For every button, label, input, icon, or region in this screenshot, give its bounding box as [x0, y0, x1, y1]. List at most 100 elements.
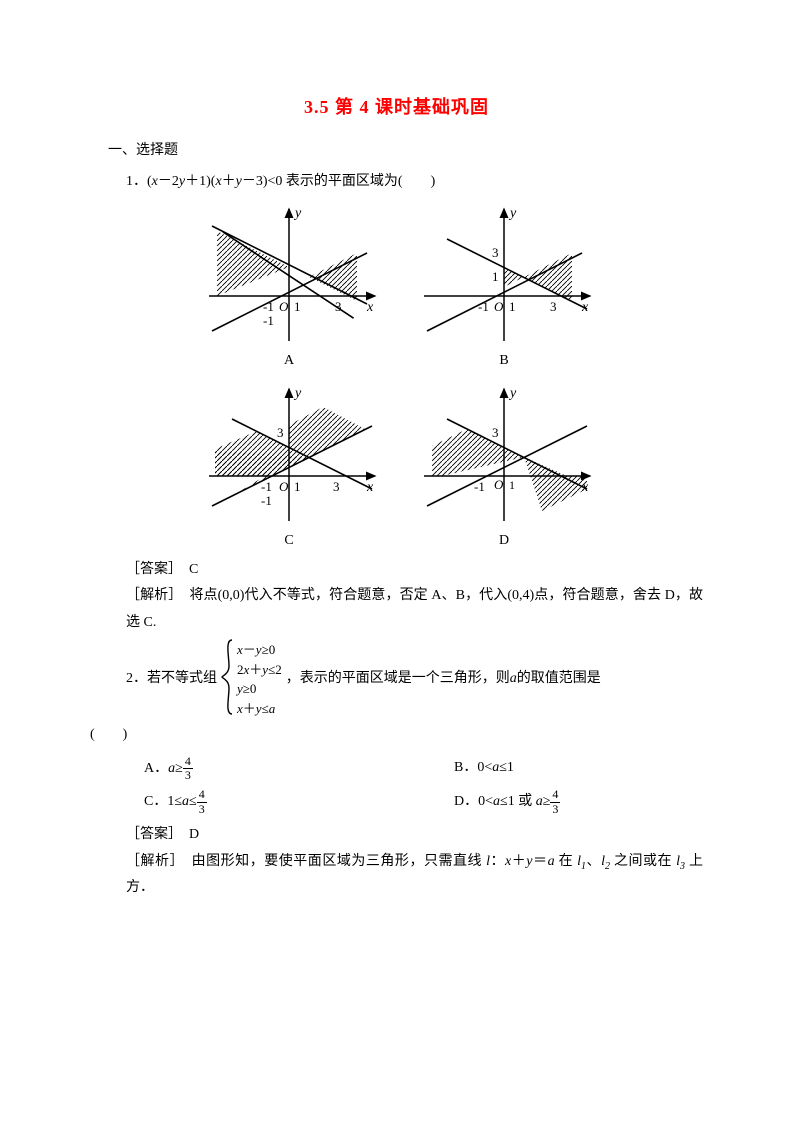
q1-f: ＋	[222, 174, 236, 189]
optA-pre: A．	[144, 761, 168, 776]
q1-d: ＋1)(	[185, 174, 215, 189]
ineq3-a: a	[269, 701, 276, 716]
optD-rel: ≥	[543, 794, 551, 809]
optC-var: a	[182, 794, 189, 809]
figA-m1: -1	[263, 299, 274, 314]
figD-O: O	[494, 477, 504, 492]
optC-frac: 43	[197, 788, 207, 815]
optB-pre: B．0<	[454, 760, 492, 775]
optC-n: 4	[197, 788, 207, 802]
optB-tail: ≤1	[499, 760, 514, 775]
fig-a-svg: -1 O 1 3 -1 x y	[197, 201, 382, 346]
figC-y: y	[293, 386, 302, 401]
sol2: ［解析］ 由图形知，要使平面区域为三角形，只需直线 l：x＋y＝a 在 l1、l…	[126, 849, 703, 902]
q2-tail2: 的取值范围是	[517, 666, 601, 693]
q2-lead: 2．若不等式组	[126, 666, 217, 693]
figA-y: y	[293, 206, 302, 221]
ans2: ［答案］ D	[126, 822, 703, 849]
q2-line: 2．若不等式组 x－y≥0 2x＋y≤2 y≥0 x＋y≤a ，表示的平面区域是…	[126, 636, 703, 722]
figC-O: O	[279, 479, 289, 494]
opts-row1: A．a≥43 B．0<a≤1	[144, 755, 703, 783]
q1-prefix: 1．(	[126, 174, 152, 189]
figA-1: 1	[294, 299, 301, 314]
optA-n: 4	[183, 755, 193, 769]
figD-m1: -1	[474, 479, 485, 494]
sol2-xy-x: x	[505, 854, 511, 869]
figB-x: x	[581, 300, 589, 315]
q2-ineq-lines: x－y≥0 2x＋y≤2 y≥0 x＋y≤a	[235, 638, 282, 720]
sol2-e: 之间或在	[610, 854, 672, 869]
figC-x: x	[366, 480, 374, 495]
figD-3y: 3	[492, 425, 499, 440]
figD-x: x	[581, 480, 589, 495]
optA-d: 3	[183, 769, 193, 782]
optA-rel: ≥	[175, 761, 183, 776]
sol2-c: 在	[555, 854, 578, 869]
fig-b-svg: -1 O 1 3 3 1 x y	[412, 201, 597, 346]
sol2-d: 、	[586, 854, 601, 869]
sol2-b: ：	[490, 854, 505, 869]
fig-b-label: B	[412, 348, 597, 375]
optC-pre: C．1≤	[144, 794, 182, 809]
q1-h: －3)<0 表示的平面区域为( )	[242, 174, 435, 189]
page-title: 3.5 第 4 课时基础巩固	[90, 90, 703, 124]
fig-a-label: A	[197, 348, 382, 375]
ineq1-x: x	[244, 662, 250, 677]
opt-d: D．0<a≤1 或 a≥43	[454, 788, 703, 816]
fig-c-block: -1 O 1 3 3 -1 x y C	[197, 381, 382, 555]
ineq1-y: y	[262, 662, 268, 677]
optD-d: 3	[550, 803, 560, 816]
optD-frac: 43	[550, 788, 560, 815]
opt-c: C．1≤a≤43	[144, 788, 454, 816]
opts-row2: C．1≤a≤43 D．0<a≤1 或 a≥43	[144, 788, 703, 816]
figC-m1: -1	[261, 479, 272, 494]
figC-3y: 3	[277, 425, 284, 440]
figB-3y: 3	[492, 245, 499, 260]
sol1: ［解析］ 将点(0,0)代入不等式，符合题意，否定 A、B，代入(0,4)点，符…	[126, 583, 703, 636]
ans1: ［答案］ C	[126, 557, 703, 584]
figA-3: 3	[335, 299, 342, 314]
figures-row-1: -1 O 1 3 -1 x y A	[90, 201, 703, 375]
figA-O: O	[279, 299, 289, 314]
optA-frac: 43	[183, 755, 193, 782]
optC-rel: ≤	[189, 794, 197, 809]
fig-d-svg: -1 O 1 3 x y	[412, 381, 597, 526]
fig-c-label: C	[197, 528, 382, 555]
ineq3-x: x	[237, 701, 243, 716]
figB-O: O	[494, 299, 504, 314]
q2-a: a	[510, 666, 517, 693]
fig-a-block: -1 O 1 3 -1 x y A	[197, 201, 382, 375]
ineq3-y: y	[256, 701, 262, 716]
q1-b: －2	[158, 174, 179, 189]
figures-row-2: -1 O 1 3 3 -1 x y C	[90, 381, 703, 555]
figC-3x: 3	[333, 479, 340, 494]
figD-1x: 1	[509, 478, 515, 492]
figA-ym1: -1	[263, 313, 274, 328]
section-heading: 一、选择题	[108, 138, 703, 165]
q2-paren: ( )	[90, 722, 703, 749]
q2-tail1: ，表示的平面区域是一个三角形，则	[286, 666, 510, 693]
fig-d-label: D	[412, 528, 597, 555]
sol2-xy-y: y	[526, 854, 532, 869]
figA-x: x	[366, 300, 374, 315]
figC-1x: 1	[294, 479, 301, 494]
fig-c-svg: -1 O 1 3 3 -1 x y	[197, 381, 382, 526]
fig-d-block: -1 O 1 3 x y D	[412, 381, 597, 555]
fig-b-block: -1 O 1 3 3 1 x y B	[412, 201, 597, 375]
optD-mid: ≤1 或	[500, 794, 536, 809]
page: 3.5 第 4 课时基础巩固 一、选择题 1．( x －2 y ＋1)( x ＋ y －3)<0…	[0, 0, 793, 1122]
q2-brace-group: x－y≥0 2x＋y≤2 y≥0 x＋y≤a	[221, 638, 282, 720]
sol2-a: ［解析］ 由图形知，要使平面区域为三角形，只需直线	[126, 854, 486, 869]
ineq0-y: y	[256, 642, 262, 657]
brace-icon	[221, 638, 235, 720]
ineq0-x: x	[237, 642, 243, 657]
figB-m1: -1	[478, 299, 489, 314]
optD-var2: a	[536, 794, 543, 809]
figB-y: y	[508, 206, 517, 221]
ineq2-y: y	[237, 681, 243, 696]
figB-1x: 1	[509, 299, 516, 314]
figB-1y: 1	[492, 269, 499, 284]
optD-pre: D．0<	[454, 794, 493, 809]
optD-var: a	[493, 794, 500, 809]
figD-y: y	[508, 386, 517, 401]
